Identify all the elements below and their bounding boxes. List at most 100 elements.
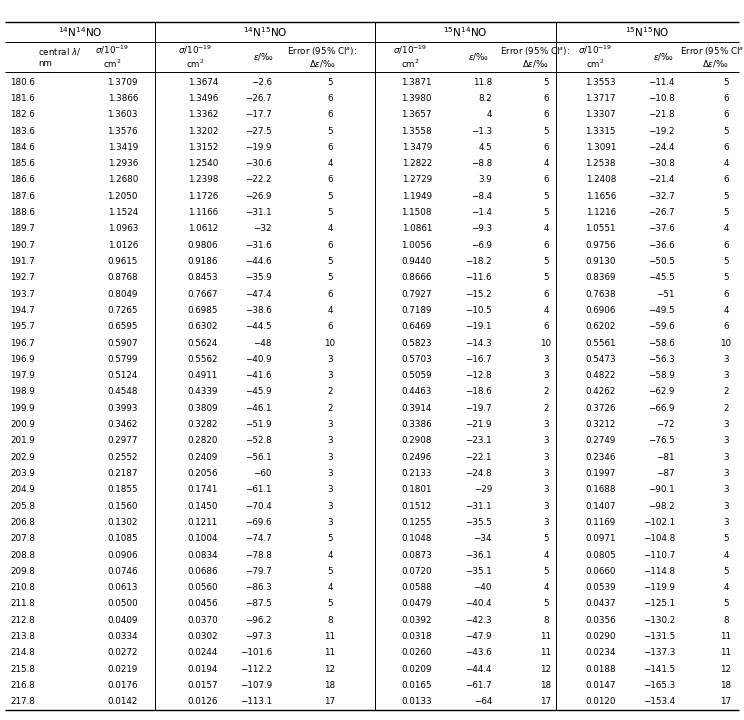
Text: 1.3091: 1.3091	[586, 143, 616, 152]
Text: 5: 5	[543, 192, 549, 201]
Text: 1.3479: 1.3479	[402, 143, 432, 152]
Text: 192.7: 192.7	[10, 274, 35, 282]
Text: 201.9: 201.9	[10, 436, 35, 446]
Text: −10.8: −10.8	[648, 94, 675, 103]
Text: 1.0126: 1.0126	[108, 240, 138, 250]
Text: 214.8: 214.8	[10, 649, 35, 657]
Text: −40.4: −40.4	[466, 600, 492, 608]
Text: 199.9: 199.9	[10, 404, 35, 413]
Text: 0.2749: 0.2749	[586, 436, 616, 446]
Text: 1.3315: 1.3315	[586, 127, 616, 135]
Text: 1.2936: 1.2936	[108, 159, 138, 168]
Text: 1.3980: 1.3980	[402, 94, 432, 103]
Text: −49.5: −49.5	[648, 306, 675, 315]
Text: 194.7: 194.7	[10, 306, 35, 315]
Text: 181.6: 181.6	[10, 94, 35, 103]
Text: 3: 3	[543, 469, 549, 478]
Text: −45.5: −45.5	[648, 274, 675, 282]
Text: 5: 5	[723, 274, 729, 282]
Text: $\sigma$/10$^{-19}$
cm$^{2}$: $\sigma$/10$^{-19}$ cm$^{2}$	[578, 43, 612, 71]
Text: −62.9: −62.9	[649, 387, 675, 397]
Text: 210.8: 210.8	[10, 583, 35, 592]
Text: 11: 11	[540, 649, 551, 657]
Text: 2: 2	[723, 387, 729, 397]
Text: 0.2133: 0.2133	[402, 469, 432, 478]
Text: 1.1166: 1.1166	[188, 208, 218, 217]
Text: −86.3: −86.3	[246, 583, 272, 592]
Text: 0.0500: 0.0500	[107, 600, 138, 608]
Text: 10: 10	[324, 338, 336, 348]
Text: 10: 10	[720, 338, 731, 348]
Text: −69.6: −69.6	[246, 518, 272, 527]
Text: 0.4463: 0.4463	[402, 387, 432, 397]
Text: 6: 6	[723, 289, 729, 299]
Text: 0.0260: 0.0260	[402, 649, 432, 657]
Text: 0.5703: 0.5703	[401, 355, 432, 364]
Text: 12: 12	[324, 665, 336, 674]
Text: 217.8: 217.8	[10, 698, 35, 706]
Text: 3: 3	[543, 355, 549, 364]
Text: −19.1: −19.1	[466, 323, 492, 331]
Text: 0.0746: 0.0746	[107, 567, 138, 576]
Text: −74.7: −74.7	[246, 534, 272, 544]
Text: −42.3: −42.3	[466, 616, 492, 625]
Text: −51: −51	[656, 289, 675, 299]
Text: 197.9: 197.9	[10, 372, 35, 380]
Text: 6: 6	[327, 94, 333, 103]
Text: 0.6202: 0.6202	[586, 323, 616, 331]
Text: 0.0234: 0.0234	[586, 649, 616, 657]
Text: −27.5: −27.5	[246, 127, 272, 135]
Text: 6: 6	[723, 110, 729, 120]
Text: 3: 3	[723, 372, 729, 380]
Text: −131.5: −131.5	[643, 632, 675, 641]
Text: 5: 5	[543, 78, 549, 86]
Text: −61.1: −61.1	[246, 485, 272, 495]
Text: −11.6: −11.6	[466, 274, 492, 282]
Text: 4: 4	[723, 159, 729, 168]
Text: 1.3419: 1.3419	[108, 143, 138, 152]
Text: 0.3386: 0.3386	[401, 420, 432, 429]
Text: −15.2: −15.2	[466, 289, 492, 299]
Text: −2.6: −2.6	[251, 78, 272, 86]
Text: 0.0157: 0.0157	[187, 681, 218, 690]
Text: 0.7927: 0.7927	[402, 289, 432, 299]
Text: −61.7: −61.7	[466, 681, 492, 690]
Text: 187.6: 187.6	[10, 192, 35, 201]
Text: 11: 11	[324, 632, 336, 641]
Text: 189.7: 189.7	[10, 225, 35, 233]
Text: 0.1741: 0.1741	[187, 485, 218, 495]
Text: 0.8666: 0.8666	[402, 274, 432, 282]
Text: −141.5: −141.5	[643, 665, 675, 674]
Text: 183.6: 183.6	[10, 127, 35, 135]
Text: 0.6469: 0.6469	[402, 323, 432, 331]
Text: 0.0334: 0.0334	[107, 632, 138, 641]
Text: −47.9: −47.9	[466, 632, 492, 641]
Text: $^{14}$N$^{14}$NO: $^{14}$N$^{14}$NO	[58, 25, 102, 39]
Text: 0.0165: 0.0165	[402, 681, 432, 690]
Text: −78.8: −78.8	[245, 551, 272, 559]
Text: 3: 3	[327, 355, 333, 364]
Text: 0.0539: 0.0539	[586, 583, 616, 592]
Text: 0.7265: 0.7265	[107, 306, 138, 315]
Text: −64: −64	[474, 698, 492, 706]
Text: 0.4548: 0.4548	[107, 387, 138, 397]
Text: −119.9: −119.9	[643, 583, 675, 592]
Text: 3: 3	[543, 485, 549, 495]
Text: −14.3: −14.3	[466, 338, 492, 348]
Text: −43.6: −43.6	[466, 649, 492, 657]
Text: −107.9: −107.9	[240, 681, 272, 690]
Text: −24.4: −24.4	[649, 143, 675, 152]
Text: 3: 3	[327, 453, 333, 462]
Text: −21.4: −21.4	[649, 176, 675, 184]
Text: 5: 5	[723, 257, 729, 266]
Text: 0.3462: 0.3462	[108, 420, 138, 429]
Text: 0.5059: 0.5059	[401, 372, 432, 380]
Text: 4: 4	[327, 551, 333, 559]
Text: 0.0133: 0.0133	[401, 698, 432, 706]
Text: 1.2822: 1.2822	[402, 159, 432, 168]
Text: 1.3709: 1.3709	[107, 78, 138, 86]
Text: 196.9: 196.9	[10, 355, 35, 364]
Text: 0.3282: 0.3282	[187, 420, 218, 429]
Text: −6.9: −6.9	[471, 240, 492, 250]
Text: 0.0834: 0.0834	[187, 551, 218, 559]
